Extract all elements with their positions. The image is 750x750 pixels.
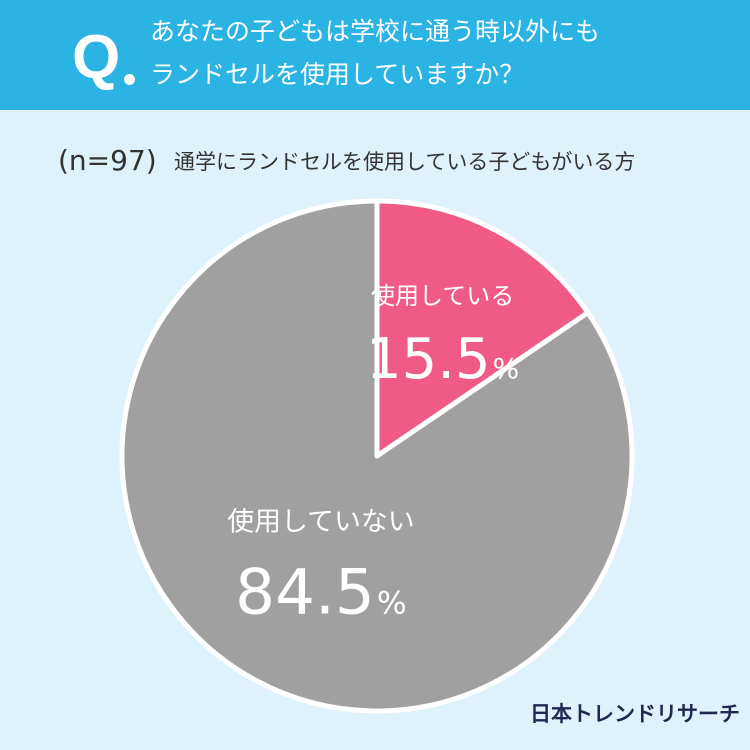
question-mark: Q bbox=[72, 23, 121, 92]
slice-label: 使用している bbox=[371, 282, 514, 310]
slice-using bbox=[374, 198, 591, 459]
question-text-line2: ランドセルを使用していますか？ bbox=[150, 60, 525, 89]
respondent-description: 通学にランドセルを使用している子どもがいる方 bbox=[174, 150, 636, 174]
slice-not-using bbox=[119, 198, 635, 714]
slice-label: 使用していない bbox=[227, 507, 414, 538]
question-header: Q あなたの子どもは学校に通う時以外にも ランドセルを使用していますか？ bbox=[0, 0, 750, 110]
question-text-line1: あなたの子どもは学校に通う時以外にも bbox=[150, 17, 601, 46]
sample-size: (n=97) bbox=[58, 144, 157, 177]
brand-logo: 日本トレンドリサーチ bbox=[530, 702, 740, 726]
question-dot bbox=[124, 74, 135, 85]
